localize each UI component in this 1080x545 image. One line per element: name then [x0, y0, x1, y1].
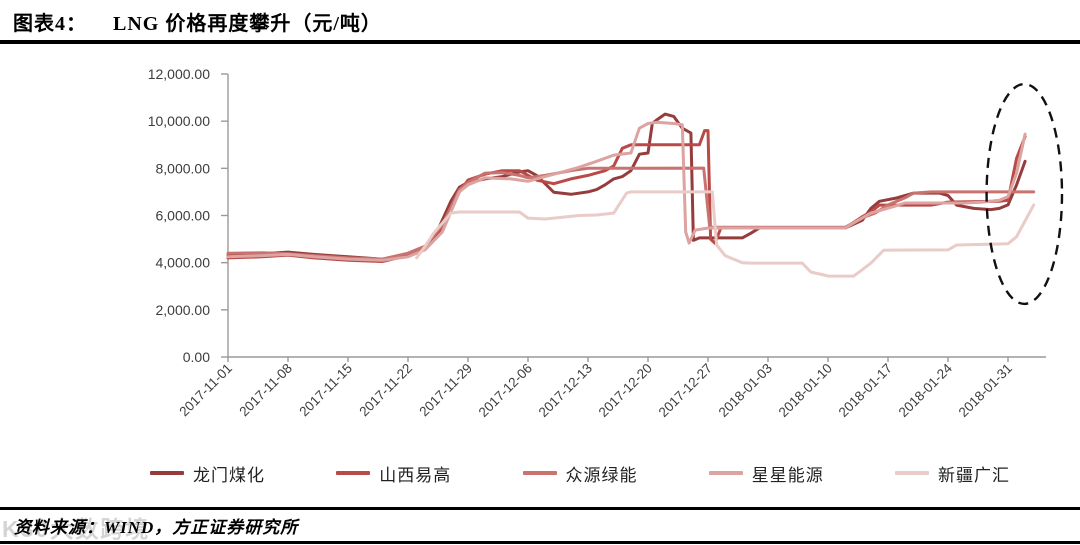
- chart-legend: 龙门煤化 山西易高 众源绿能 星星能源 新疆广汇: [150, 461, 1010, 485]
- legend-label-xingxing: 星星能源: [751, 465, 824, 485]
- watermark-text: K30大数跨境: [2, 516, 151, 542]
- y-tick-label: 8,000.00: [156, 160, 211, 176]
- x-tick-label: 2017-11-08: [236, 361, 295, 420]
- y-tick-label: 2,000.00: [156, 302, 211, 318]
- legend-label-longmen: 龙门煤化: [193, 465, 265, 485]
- x-tick-label: 2018-01-17: [836, 361, 895, 420]
- legend-item-zhongyuan: 众源绿能: [522, 461, 638, 486]
- legend-item-shanxi: 山西易高: [336, 461, 451, 486]
- legend-swatch-xingxing: [708, 471, 743, 475]
- legend-swatch-shanxi: [336, 471, 371, 475]
- x-tick-label: 2017-12-20: [596, 361, 655, 420]
- x-tick-label: 2017-11-01: [176, 361, 235, 420]
- legend-item-xingxing: 星星能源: [708, 461, 824, 486]
- legend-label-xinjiang: 新疆广汇: [938, 465, 1010, 485]
- y-tick-label: 6,000.00: [156, 208, 211, 224]
- legend-label-zhongyuan: 众源绿能: [565, 465, 638, 485]
- legend-item-xinjiang: 新疆广汇: [895, 461, 1010, 486]
- series-line-xinjiang: [415, 190, 1036, 278]
- x-tick-label: 2018-01-10: [776, 361, 835, 420]
- y-tick-label: 12,000.00: [148, 66, 210, 82]
- series-line-longmen: [226, 112, 1027, 261]
- figure-label: 图表4：: [13, 13, 87, 35]
- x-tick-label: 2017-12-27: [656, 361, 715, 420]
- legend-swatch-xinjiang: [895, 471, 929, 475]
- footer-divider-bottom: [0, 541, 1080, 544]
- legend-item-longmen: 龙门煤化: [150, 461, 265, 486]
- x-tick-label: 2017-11-22: [356, 361, 415, 420]
- page-title: LNG 价格再度攀升（元/吨）: [113, 13, 382, 35]
- legend-swatch-zhongyuan: [522, 471, 557, 475]
- footer-divider-top: [0, 507, 1080, 510]
- x-tick-label: 2018-01-03: [716, 361, 775, 420]
- y-tick-label: 10,000.00: [148, 113, 210, 129]
- series-line-xingxing: [226, 120, 1027, 262]
- lng-price-line-chart: 0.00 2,000.00 4,000.00 6,000.00 8,000.00 10,0…: [148, 66, 1064, 420]
- x-tick-label: 2017-11-15: [296, 361, 355, 420]
- figure-header: 图表4： LNG 价格再度攀升（元/吨）: [13, 7, 382, 36]
- y-tick-label: 0.00: [183, 349, 210, 365]
- x-tick-label: 2017-12-13: [536, 361, 595, 420]
- x-tick-label: 2018-01-31: [956, 361, 1015, 420]
- series-line-zhongyuan: [226, 166, 1036, 261]
- y-tick-label: 4,000.00: [156, 255, 211, 271]
- title-divider: [0, 40, 1080, 44]
- source-note: 资料来源：WIND，方正证券研究所: [14, 518, 299, 537]
- x-tick-label: 2017-11-29: [416, 361, 475, 420]
- legend-label-shanxi: 山西易高: [379, 465, 452, 485]
- legend-swatch-longmen: [150, 471, 184, 475]
- x-tick-label: 2017-12-06: [476, 361, 535, 420]
- highlight-ellipse: [985, 82, 1064, 306]
- x-tick-label: 2018-01-24: [896, 360, 956, 420]
